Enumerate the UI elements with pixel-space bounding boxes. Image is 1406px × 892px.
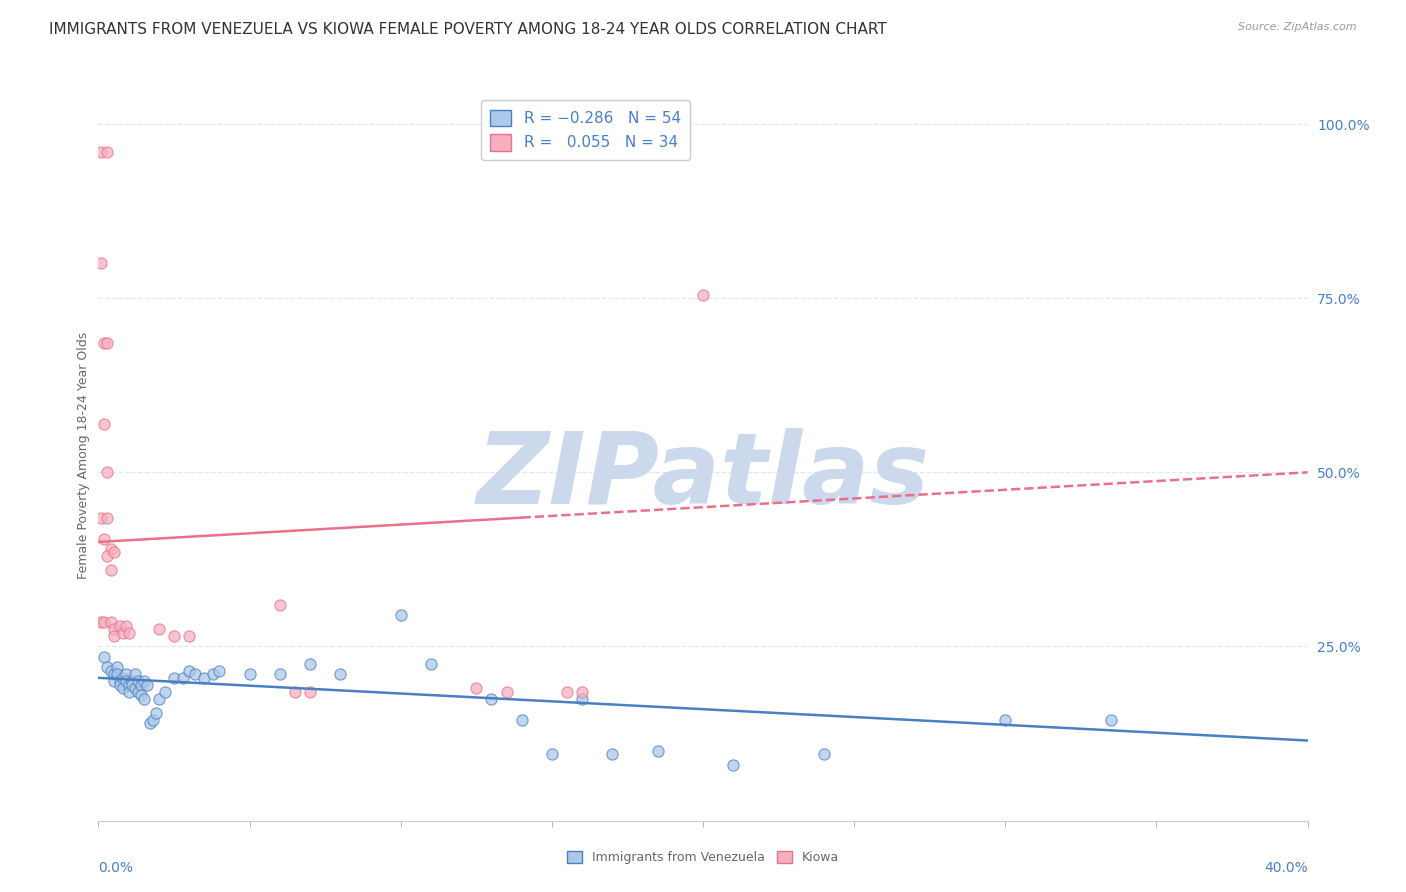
Point bbox=[269, 598, 291, 612]
Point bbox=[465, 681, 488, 696]
Point bbox=[193, 671, 215, 685]
Point bbox=[93, 532, 115, 546]
Point bbox=[103, 674, 125, 689]
Point bbox=[1099, 713, 1122, 727]
Point bbox=[139, 716, 162, 731]
Point bbox=[148, 691, 170, 706]
Point bbox=[239, 667, 262, 681]
Point bbox=[142, 713, 165, 727]
Point bbox=[269, 667, 291, 681]
Point bbox=[118, 625, 141, 640]
Point bbox=[103, 629, 125, 643]
Text: ZIPatlas: ZIPatlas bbox=[477, 428, 929, 525]
Point bbox=[114, 674, 136, 689]
Point bbox=[510, 713, 533, 727]
Text: 40.0%: 40.0% bbox=[1264, 861, 1308, 875]
Point bbox=[571, 691, 593, 706]
Point bbox=[108, 678, 131, 692]
Point bbox=[96, 466, 118, 480]
Point bbox=[148, 622, 170, 636]
Point bbox=[90, 615, 112, 629]
Point bbox=[813, 747, 835, 762]
Text: Source: ZipAtlas.com: Source: ZipAtlas.com bbox=[1239, 22, 1357, 32]
Text: 0.0%: 0.0% bbox=[98, 861, 134, 875]
Point bbox=[108, 674, 131, 689]
Point bbox=[571, 685, 593, 699]
Point bbox=[90, 145, 112, 159]
Point bbox=[96, 510, 118, 524]
Point bbox=[111, 671, 134, 685]
Point bbox=[132, 674, 155, 689]
Point bbox=[132, 691, 155, 706]
Point bbox=[118, 678, 141, 692]
Point bbox=[90, 256, 112, 270]
Point bbox=[93, 336, 115, 351]
Point bbox=[994, 713, 1017, 727]
Point bbox=[555, 685, 578, 699]
Point bbox=[153, 685, 176, 699]
Point bbox=[111, 625, 134, 640]
Point bbox=[111, 681, 134, 696]
Point bbox=[179, 664, 201, 678]
Point bbox=[105, 660, 128, 674]
Point bbox=[100, 615, 122, 629]
Point bbox=[329, 667, 352, 681]
Point bbox=[172, 671, 194, 685]
Point bbox=[103, 622, 125, 636]
Point bbox=[299, 657, 322, 671]
Point bbox=[495, 685, 517, 699]
Point bbox=[96, 145, 118, 159]
Y-axis label: Female Poverty Among 18-24 Year Olds: Female Poverty Among 18-24 Year Olds bbox=[77, 331, 90, 579]
Point bbox=[179, 629, 201, 643]
Point bbox=[208, 664, 231, 678]
Point bbox=[602, 747, 624, 762]
Point bbox=[93, 615, 115, 629]
Point bbox=[163, 671, 186, 685]
Point bbox=[124, 681, 146, 696]
Point bbox=[540, 747, 562, 762]
Point bbox=[124, 667, 146, 681]
Point bbox=[135, 678, 157, 692]
Point bbox=[420, 657, 443, 671]
Point bbox=[299, 685, 322, 699]
Point bbox=[481, 691, 503, 706]
Point bbox=[100, 541, 122, 556]
Point bbox=[93, 417, 115, 431]
Point bbox=[100, 664, 122, 678]
Point bbox=[100, 563, 122, 577]
Point bbox=[692, 287, 714, 301]
Point bbox=[96, 549, 118, 563]
Point bbox=[127, 685, 149, 699]
Point bbox=[114, 667, 136, 681]
Legend: Immigrants from Venezuela, Kiowa: Immigrants from Venezuela, Kiowa bbox=[561, 847, 845, 869]
Text: IMMIGRANTS FROM VENEZUELA VS KIOWA FEMALE POVERTY AMONG 18-24 YEAR OLDS CORRELAT: IMMIGRANTS FROM VENEZUELA VS KIOWA FEMAL… bbox=[49, 22, 887, 37]
Point bbox=[105, 667, 128, 681]
Point bbox=[145, 706, 167, 720]
Point bbox=[129, 688, 152, 702]
Point bbox=[114, 618, 136, 632]
Point bbox=[163, 629, 186, 643]
Point bbox=[723, 758, 745, 772]
Point bbox=[90, 510, 112, 524]
Point bbox=[96, 660, 118, 674]
Point bbox=[184, 667, 207, 681]
Point bbox=[121, 678, 143, 692]
Point bbox=[93, 649, 115, 664]
Point bbox=[389, 608, 412, 623]
Point bbox=[103, 667, 125, 681]
Point bbox=[103, 545, 125, 559]
Point bbox=[202, 667, 225, 681]
Point bbox=[96, 336, 118, 351]
Point bbox=[647, 744, 669, 758]
Point bbox=[108, 618, 131, 632]
Point bbox=[129, 678, 152, 692]
Point bbox=[118, 685, 141, 699]
Point bbox=[284, 685, 307, 699]
Point bbox=[121, 674, 143, 689]
Point bbox=[127, 674, 149, 689]
